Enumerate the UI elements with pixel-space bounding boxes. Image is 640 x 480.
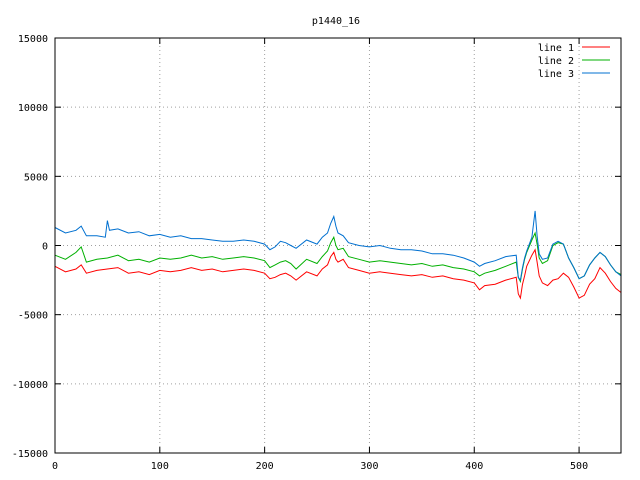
y-tick-label: 10000 [18, 103, 48, 114]
y-tick-label: -10000 [12, 380, 48, 391]
x-tick-label: 300 [360, 461, 378, 472]
legend-label: line 2 [538, 56, 574, 67]
y-tick-label: 15000 [18, 34, 48, 45]
y-tick-label: -15000 [12, 449, 48, 460]
series-line-3 [54, 210, 622, 282]
chart-title: p1440_16 [312, 16, 360, 27]
y-tick-label: 5000 [24, 172, 48, 183]
plot-frame [54, 37, 622, 454]
legend-label: line 3 [538, 69, 574, 80]
y-tick-label: 0 [42, 242, 48, 253]
x-tick-label: 400 [465, 461, 483, 472]
y-tick-label: -5000 [18, 311, 48, 322]
series-line-2 [54, 231, 622, 284]
x-tick-label: 100 [151, 461, 169, 472]
x-tick-label: 200 [256, 461, 274, 472]
x-tick-label: 0 [52, 461, 58, 472]
series-line-1 [54, 248, 622, 300]
x-tick-label: 500 [570, 461, 588, 472]
legend-label: line 1 [538, 43, 574, 54]
axes: 0 100 200 300 400 500 -15000 -10000 -5000 0 5000 10… [12, 34, 621, 472]
grid [55, 38, 621, 453]
legend: line 1 line 2 line 3 [538, 43, 610, 80]
series-lines [54, 210, 622, 300]
